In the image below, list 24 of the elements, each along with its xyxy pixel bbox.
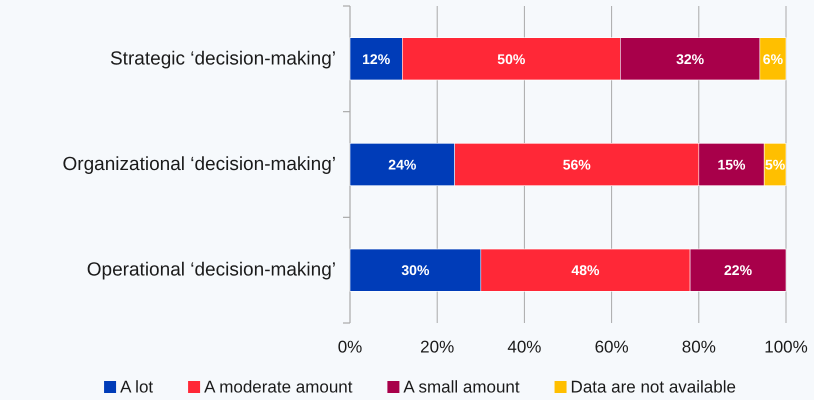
x-tick-label: 80% [682,338,716,356]
data-label: 22% [724,262,753,278]
data-label: 56% [562,156,592,172]
data-label: 48% [571,262,600,278]
data-label: 30% [401,262,430,278]
data-label: 32% [676,50,705,67]
data-label: 5% [764,156,786,172]
legend-label: A lot [120,378,154,396]
data-label: 15% [717,156,746,172]
data-label: 24% [388,156,417,172]
y-tick-label: Strategic ‘decision-making’ [110,48,336,70]
legend-label: A moderate amount [204,378,353,396]
legend-label: A small amount [403,378,520,396]
data-label: 12% [362,50,391,67]
y-tick-label: Organizational ‘decision-making’ [62,154,336,175]
x-tick-label: 40% [507,338,542,356]
x-tick-label: 60% [594,338,629,356]
legend-label: Data are not available [570,378,736,396]
x-tick-label: 100% [764,338,808,356]
x-tick-label: 0% [338,338,362,356]
y-tick-label: Operational ‘decision-making’ [86,260,336,281]
data-label: 6% [762,50,784,67]
data-label: 50% [497,50,526,67]
x-tick-label: 20% [420,338,454,356]
